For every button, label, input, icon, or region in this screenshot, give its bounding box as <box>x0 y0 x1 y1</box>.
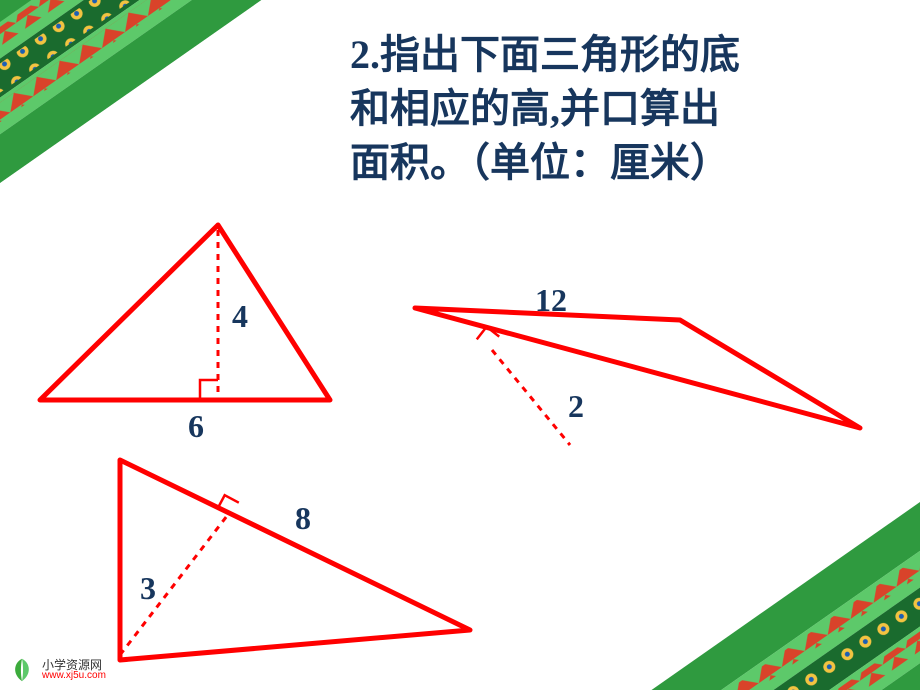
logo: 小学资源网 www.xj5u.com <box>8 656 106 684</box>
triangle-2-base-label: 12 <box>535 282 567 319</box>
triangle-1 <box>40 225 330 400</box>
triangle-2-height-label: 2 <box>568 388 584 425</box>
leaf-icon <box>8 656 36 684</box>
triangle-1-base-label: 6 <box>188 408 204 445</box>
triangle-3-base-label: 8 <box>295 500 311 537</box>
triangle-3-height-label: 3 <box>140 570 156 607</box>
figures <box>0 0 920 690</box>
triangle-1-height-label: 4 <box>232 298 248 335</box>
triangle-2 <box>415 308 860 445</box>
slide: 2.指出下面三角形的底 和相应的高,并口算出 面积。（单位：厘米） 6 4 12… <box>0 0 920 690</box>
triangle-3 <box>120 460 470 660</box>
logo-text-url: www.xj5u.com <box>42 671 106 681</box>
